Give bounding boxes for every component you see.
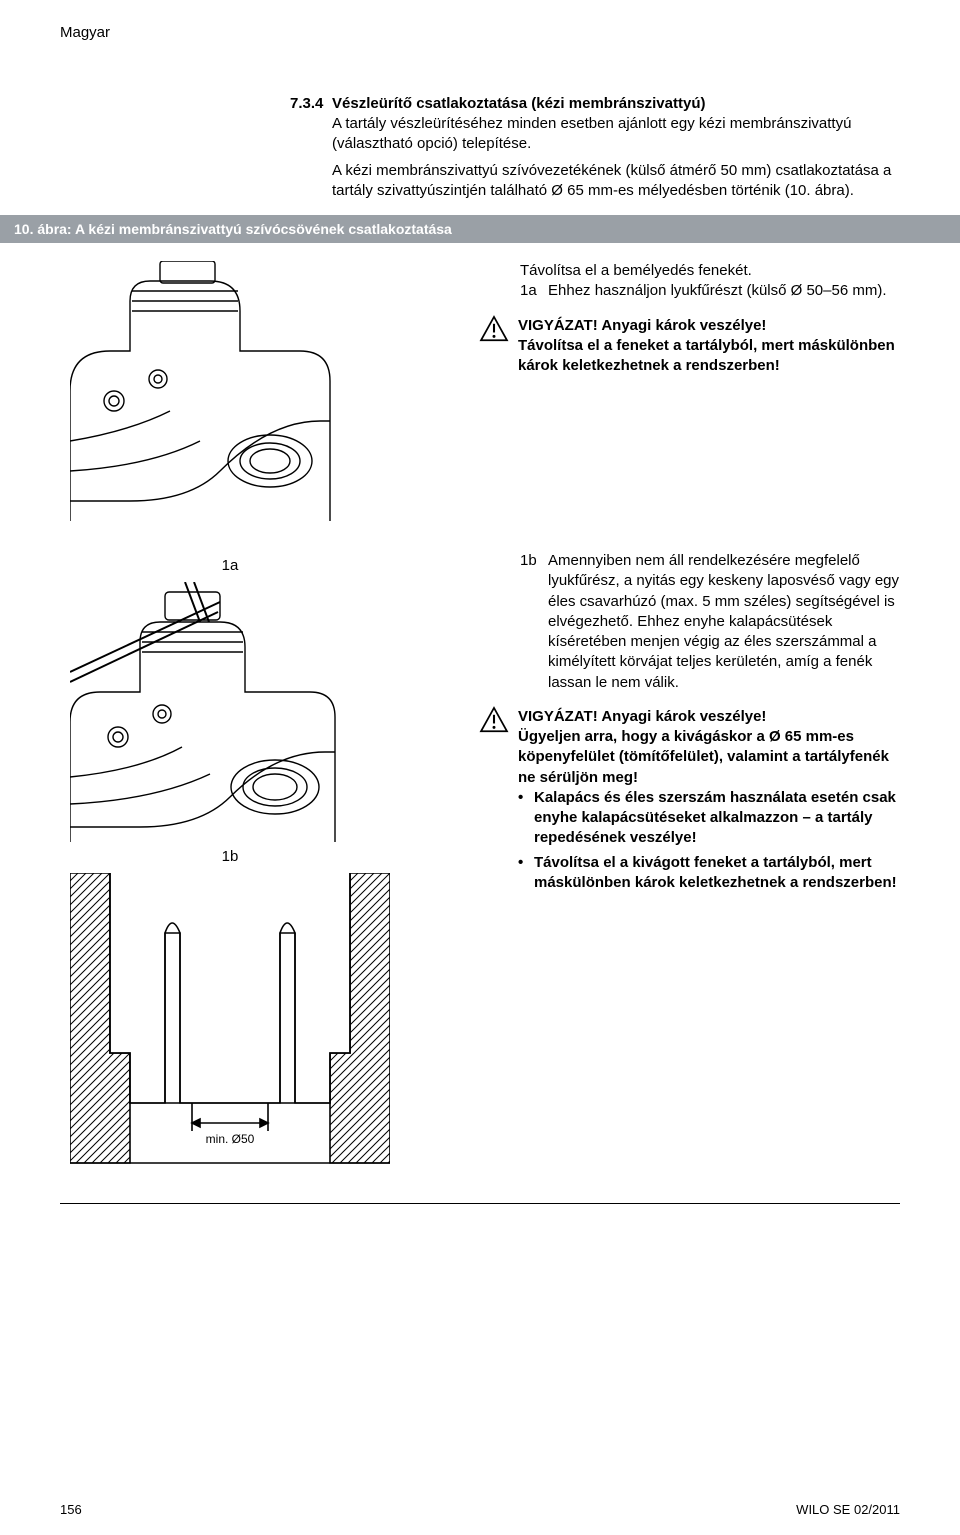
bullet-icon: • bbox=[518, 853, 534, 894]
step-1a-number: 1a bbox=[520, 281, 548, 301]
content-end-rule bbox=[60, 1203, 900, 1204]
figure-10-1b-drawing: min. Ø50 bbox=[70, 873, 390, 1183]
section-content: 7.3.4 Vészleürítő csatlakoztatása (kézi … bbox=[290, 95, 900, 201]
document-id: WILO SE 02/2011 bbox=[796, 1502, 900, 1517]
step-1b-text: Amennyiben nem áll rendelkezésére megfel… bbox=[548, 551, 900, 693]
warning-icon bbox=[480, 316, 508, 348]
section-number: 7.3.4 bbox=[290, 95, 332, 112]
bullet-icon: • bbox=[518, 788, 534, 849]
figure-10-top-drawing bbox=[70, 261, 390, 521]
dimension-label: min. Ø50 bbox=[206, 1132, 255, 1146]
warning-icon bbox=[480, 707, 508, 739]
step-1a-text: Ehhez használjon lyukfűrészt (külső Ø 50… bbox=[548, 281, 887, 301]
figure-label-1b: 1b bbox=[222, 848, 239, 865]
step-1b-number: 1b bbox=[520, 551, 548, 693]
page-language: Magyar bbox=[60, 24, 900, 41]
warning-bullet-1: Kalapács és éles szerszám használata ese… bbox=[534, 788, 900, 849]
section-paragraph-2: A kézi membránszivattyú szívóvezetékének… bbox=[332, 161, 900, 202]
warning-body-1: Távolítsa el a feneket a tartályból, mer… bbox=[518, 336, 900, 377]
figure-10-1a-drawing bbox=[70, 582, 390, 842]
figure-label-1a: 1a bbox=[222, 557, 239, 574]
warning-heading-1: VIGYÁZAT! Anyagi károk veszélye! bbox=[518, 316, 900, 336]
figure-caption-bar: 10. ábra: A kézi membránszivattyú szívóc… bbox=[0, 215, 960, 243]
section-title: Vészleürítő csatlakoztatása (kézi membrá… bbox=[332, 95, 705, 112]
warning-heading-2: VIGYÁZAT! Anyagi károk veszélye! bbox=[518, 707, 900, 727]
page-number: 156 bbox=[60, 1502, 82, 1517]
step-remove-bottom: Távolítsa el a bemélyedés fenekét. bbox=[520, 261, 900, 281]
section-paragraph-1: A tartály vészleürítéséhez minden esetbe… bbox=[332, 114, 900, 155]
warning-bullet-2: Távolítsa el a kivágott feneket a tartál… bbox=[534, 853, 900, 894]
warning-body-2: Ügyeljen arra, hogy a kivágáskor a Ø 65 … bbox=[518, 727, 900, 788]
